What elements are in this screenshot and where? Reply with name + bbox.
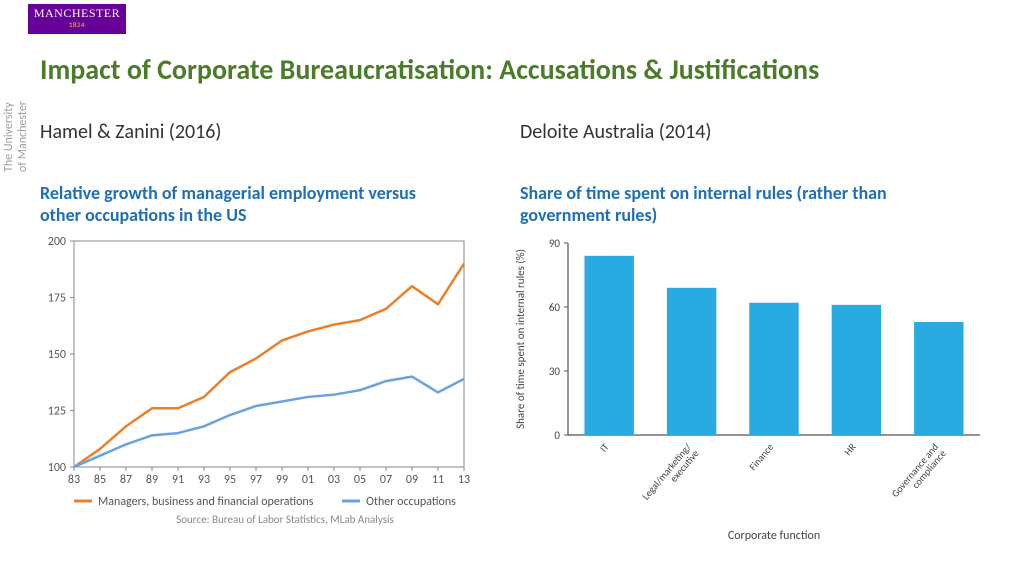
svg-text:83: 83 [68, 473, 80, 487]
svg-text:Source: Bureau of Labor Statis: Source: Bureau of Labor Statistics, MLab… [176, 513, 394, 526]
svg-text:0: 0 [554, 429, 560, 442]
svg-text:Share of time spent on interna: Share of time spent on internal rules (%… [514, 249, 527, 429]
svg-text:85: 85 [94, 473, 106, 487]
svg-text:99: 99 [276, 473, 288, 487]
svg-text:90: 90 [549, 237, 561, 250]
left-chart-title: Relative growth of managerial employment… [40, 182, 460, 226]
svg-text:30: 30 [549, 365, 561, 378]
svg-text:01: 01 [302, 473, 314, 487]
svg-text:175: 175 [48, 292, 66, 306]
right-source-label: Deloite Australia (2014) [520, 120, 711, 144]
svg-text:Other occupations: Other occupations [366, 495, 456, 509]
left-source-label: Hamel & Zanini (2016) [40, 120, 221, 144]
svg-text:125: 125 [48, 405, 66, 419]
line-chart: 100 125 150 175 200 83 85 87 89 91 93 95 97 99 01 03 05 0… [40, 235, 470, 535]
svg-text:09: 09 [406, 473, 418, 487]
svg-text:89: 89 [146, 473, 158, 487]
svg-text:03: 03 [328, 473, 340, 487]
university-name-vertical: The Universityof Manchester [2, 101, 30, 172]
svg-text:11: 11 [432, 473, 444, 487]
svg-text:Corporate function: Corporate function [728, 529, 820, 543]
logo-year: 1824 [28, 20, 126, 29]
svg-text:IT: IT [597, 440, 612, 454]
svg-text:97: 97 [250, 473, 262, 487]
svg-text:07: 07 [380, 473, 392, 487]
svg-text:60: 60 [549, 301, 561, 314]
svg-text:100: 100 [48, 461, 66, 475]
svg-text:13: 13 [458, 473, 470, 487]
svg-text:87: 87 [120, 473, 132, 487]
svg-text:Finance: Finance [746, 441, 776, 473]
logo-text: MANCHESTER [34, 6, 120, 20]
svg-text:05: 05 [354, 473, 366, 487]
svg-text:Managers, business and financi: Managers, business and financial operati… [98, 495, 314, 509]
svg-text:91: 91 [172, 473, 184, 487]
page-title: Impact of Corporate Bureaucratisation: A… [40, 52, 1004, 87]
bar-chart: 0306090ITLegal/marketing/executiveFinanc… [510, 235, 990, 545]
svg-text:150: 150 [48, 348, 66, 362]
svg-text:200: 200 [48, 235, 66, 249]
svg-text:HR: HR [841, 440, 859, 458]
svg-text:95: 95 [224, 473, 236, 487]
university-logo: MANCHESTER 1824 [28, 4, 126, 34]
svg-text:93: 93 [198, 473, 210, 487]
right-chart-title: Share of time spent on internal rules (r… [520, 182, 980, 226]
